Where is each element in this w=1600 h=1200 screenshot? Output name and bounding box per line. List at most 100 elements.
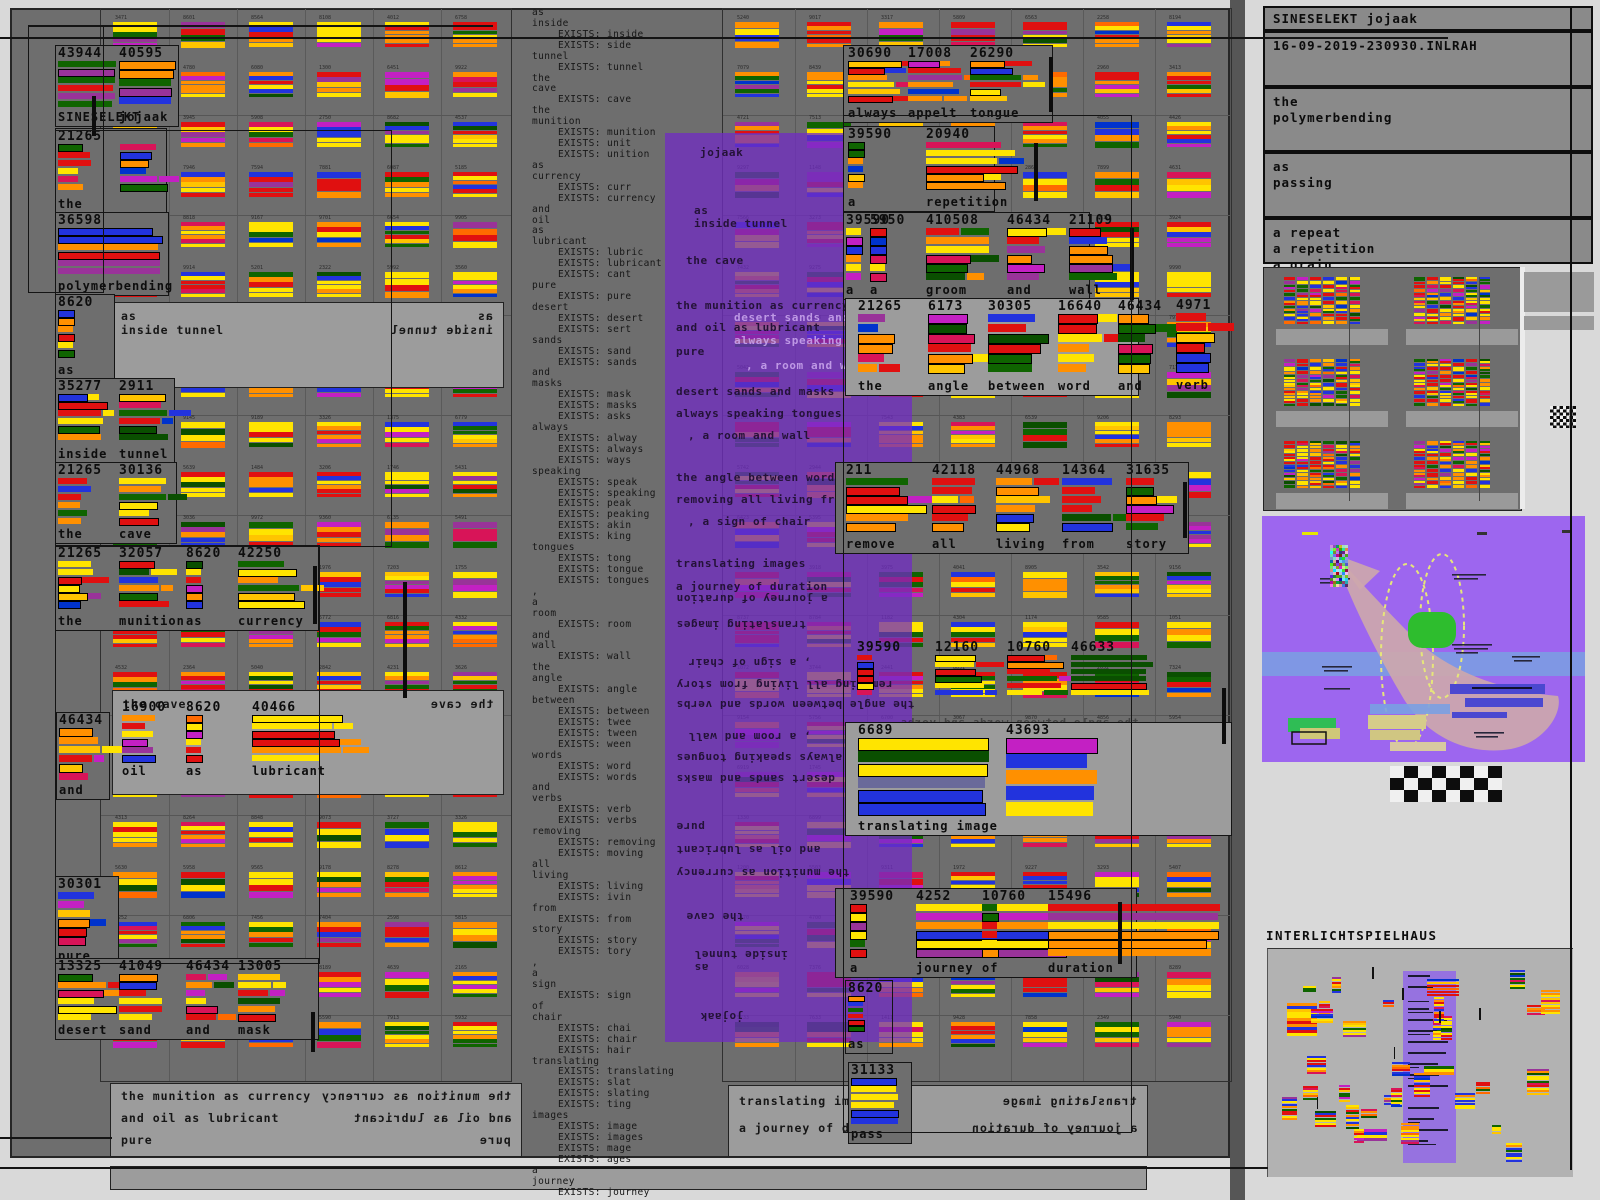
card[interactable]: 8620 as (55, 294, 115, 380)
tile[interactable]: 8848 (249, 815, 293, 849)
card[interactable]: 36598 polymerbending (55, 212, 172, 296)
tile[interactable]: 7079 (735, 65, 779, 99)
tile[interactable]: 9428 (951, 1015, 995, 1049)
tile[interactable]: 9145 (181, 415, 225, 449)
tile[interactable]: 4313 (113, 815, 157, 849)
tile[interactable]: 8601 (181, 15, 225, 49)
tile[interactable]: 8278 (385, 865, 429, 899)
tile[interactable]: 8189 (317, 965, 361, 999)
tile[interactable]: 6135 (385, 515, 429, 549)
tile[interactable]: 2349 (1095, 1015, 1139, 1049)
tile[interactable]: 7174 (1167, 365, 1211, 399)
tile[interactable]: 3326 (317, 415, 361, 449)
tile[interactable]: 5185 (453, 165, 497, 199)
tile[interactable]: 9905 (453, 215, 497, 249)
tile[interactable]: 8818 (181, 215, 225, 249)
tile[interactable]: 2165 (453, 965, 497, 999)
tile[interactable]: 5639 (181, 465, 225, 499)
tile[interactable]: 7324 (1167, 665, 1211, 699)
tile[interactable]: 1051 (1167, 615, 1211, 649)
tile[interactable]: 5201 (249, 265, 293, 299)
tile[interactable]: 8439 (807, 65, 851, 99)
card[interactable]: 4971 verb (1172, 298, 1234, 394)
scroll-bar[interactable] (1049, 57, 1053, 112)
tile[interactable]: 5240 (735, 15, 779, 49)
tile[interactable]: 5630 (113, 865, 157, 899)
tile[interactable]: 8194 (1167, 15, 1211, 49)
tile[interactable]: 2960 (1095, 65, 1139, 99)
tile[interactable]: 9206 (1095, 415, 1139, 449)
tile[interactable]: 9922 (453, 65, 497, 99)
card[interactable]: 30690 always 17008 appelt 26290 tongue (843, 45, 1053, 123)
tile[interactable]: 5932 (453, 1015, 497, 1049)
tile[interactable]: 3560 (453, 265, 497, 299)
tile[interactable]: 5590 (317, 1015, 361, 1049)
tile[interactable]: 9360 (317, 515, 361, 549)
tile[interactable]: 9712 (1095, 215, 1139, 249)
card[interactable]: 39590 a 5950 a 410508 groom 46434 and 21109 wall (843, 212, 1134, 300)
tile[interactable]: 6654 (385, 215, 429, 249)
tile[interactable]: 3727 (385, 815, 429, 849)
tile[interactable]: 4383 (951, 415, 995, 449)
tile[interactable]: 4041 (951, 565, 995, 599)
tile[interactable]: 7881 (317, 165, 361, 199)
tile[interactable]: 5407 (1167, 865, 1211, 899)
card[interactable]: 16900 oil 8620 as 40466 lubricant (120, 700, 382, 780)
card[interactable]: 211 remove 42118 all 44968 living 14364 from 316… (835, 462, 1189, 554)
sidebar-box-repeat-grain[interactable]: a repeat a repetition a grain (1263, 218, 1593, 272)
tile[interactable]: 1300 (317, 65, 361, 99)
tile[interactable]: 5908 (249, 115, 293, 149)
tile[interactable]: 1174 (1023, 615, 1067, 649)
tile[interactable]: 7899 (1095, 165, 1139, 199)
card[interactable]: 21265 the (55, 128, 180, 214)
tile[interactable]: 8252 (113, 915, 157, 949)
card[interactable]: 39590 a 4252 journey 10760 of 15496 duration (835, 888, 1220, 978)
scroll-bar[interactable] (403, 582, 407, 698)
card[interactable]: 13325 desert 41049 sand 46434 and 13005 mask (55, 958, 319, 1040)
tile[interactable]: 1375 (385, 415, 429, 449)
tile[interactable]: 1755 (453, 565, 497, 599)
tile[interactable]: 1976 (317, 565, 361, 599)
tile[interactable]: 3317 (879, 15, 923, 49)
sidebar-box-passing[interactable]: as passing (1263, 152, 1593, 218)
card[interactable]: 35277 inside 2911 tunnel (55, 378, 192, 464)
tile[interactable]: 5992 (385, 265, 429, 299)
tile[interactable]: 6806 (181, 915, 225, 949)
tile[interactable]: 9189 (249, 415, 293, 449)
tile[interactable]: 5809 (951, 15, 995, 49)
tile[interactable]: 3471 (113, 15, 157, 49)
tile[interactable]: 9990 (1167, 265, 1211, 299)
tile[interactable]: 1484 (249, 465, 293, 499)
tile[interactable]: 7594 (249, 165, 293, 199)
tile[interactable]: 7858 (1023, 1015, 1067, 1049)
tile[interactable]: 4631 (1167, 165, 1211, 199)
tile[interactable]: 3945 (181, 115, 225, 149)
tile[interactable]: 9178 (317, 865, 361, 899)
minimap-panel[interactable] (1267, 948, 1573, 1177)
card[interactable]: 46434 and (56, 712, 128, 800)
tile[interactable]: 5431 (453, 465, 497, 499)
tile[interactable]: 3206 (317, 465, 361, 499)
tile[interactable]: 9167 (249, 215, 293, 249)
tile[interactable]: 6080 (249, 65, 293, 99)
tile[interactable]: 8264 (181, 815, 225, 849)
tile[interactable]: 9585 (1095, 615, 1139, 649)
tile[interactable]: 9073 (317, 815, 361, 849)
tile[interactable]: 4332 (453, 615, 497, 649)
card[interactable]: 39590 a 20940 repetition (843, 126, 1025, 212)
tile[interactable]: 8682 (385, 115, 429, 149)
tile[interactable]: 5772 (317, 615, 361, 649)
card[interactable]: 43944 SINESELEKT 40595 jojaak (55, 45, 179, 127)
tile[interactable]: 1746 (385, 465, 429, 499)
tile[interactable]: 7456 (249, 915, 293, 949)
sidebar-box-polymerbending[interactable]: the polymerbending (1263, 87, 1593, 152)
tile[interactable]: 5815 (453, 915, 497, 949)
sidebar-date-box[interactable]: 16-09-2019-230930.INLRAH (1263, 31, 1593, 87)
tile[interactable]: 7404 (317, 915, 361, 949)
tile[interactable]: 8612 (453, 865, 497, 899)
tile[interactable]: 5940 (1167, 1015, 1211, 1049)
card[interactable]: 6689 translating image 43693 (845, 722, 1232, 836)
card[interactable]: 30301 pure (55, 876, 119, 966)
tile[interactable]: 8108 (317, 15, 361, 49)
tile[interactable]: 4426 (1167, 115, 1211, 149)
